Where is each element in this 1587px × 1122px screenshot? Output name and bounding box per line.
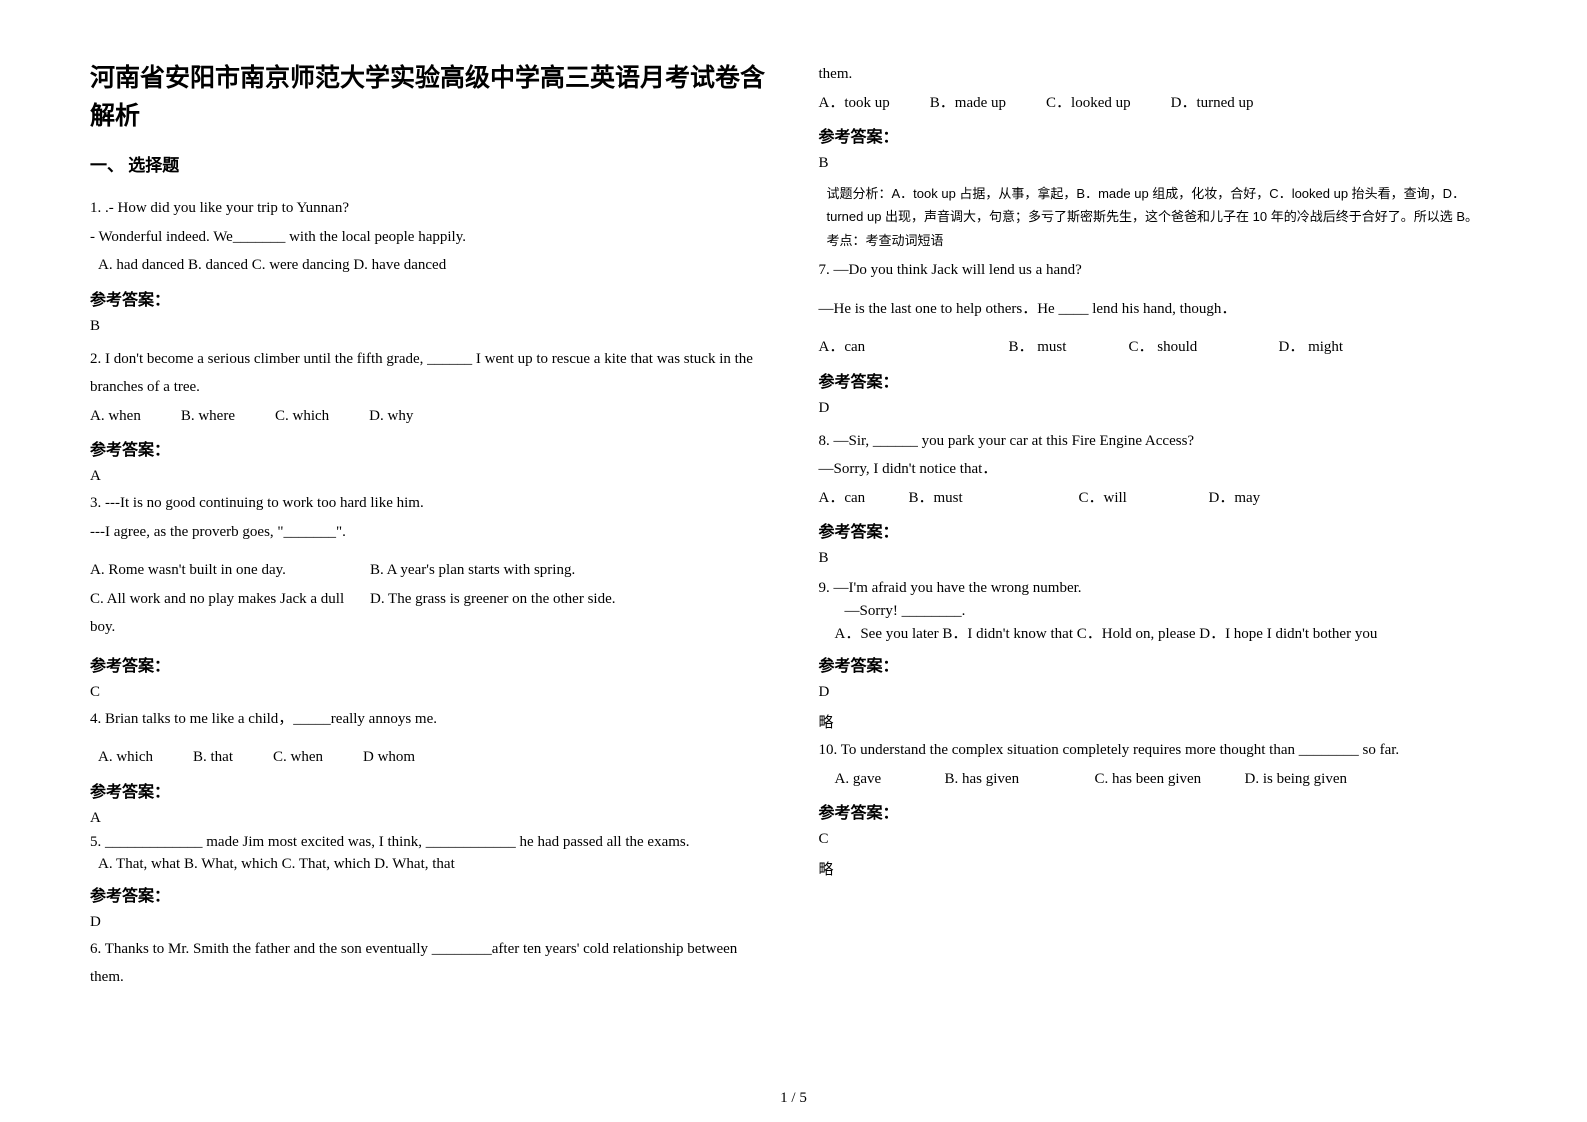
q9-stem-2: —Sorry! ________.	[819, 600, 1498, 623]
question-10: 10. To understand the complex situation …	[819, 736, 1498, 793]
left-column: 河南省安阳市南京师范大学实验高级中学高三英语月考试卷含解析 一、 选择题 1. …	[90, 60, 769, 1020]
answer-label: 参考答案：	[819, 123, 1498, 147]
q2-answer: A	[90, 468, 769, 485]
q10-answer: C	[819, 831, 1498, 848]
q7-stem-1: 7. —Do you think Jack will lend us a han…	[819, 256, 1498, 285]
answer-label: 参考答案：	[90, 286, 769, 310]
q6-stem-1: 6. Thanks to Mr. Smith the father and th…	[90, 935, 769, 992]
question-7: 7. —Do you think Jack will lend us a han…	[819, 256, 1498, 362]
q7-opt-b: B． must	[1009, 333, 1129, 362]
q1-answer: B	[90, 318, 769, 335]
document-title: 河南省安阳市南京师范大学实验高级中学高三英语月考试卷含解析	[90, 60, 769, 135]
answer-label: 参考答案：	[819, 799, 1498, 823]
answer-label: 参考答案：	[819, 652, 1498, 676]
q7-opt-c: C． should	[1129, 333, 1279, 362]
q6-options: A．took up B．made up C．looked up D．turned…	[819, 89, 1498, 118]
q3-stem-2: ---I agree, as the proverb goes, "______…	[90, 518, 769, 547]
question-2: 2. I don't become a serious climber unti…	[90, 345, 769, 431]
q6-stem-cont: them.	[819, 60, 1498, 89]
q3-opts-row2: C. All work and no play makes Jack a dul…	[90, 585, 769, 642]
q6-opt-c: C．looked up	[1046, 89, 1131, 118]
q4-opt-a: A. which	[98, 743, 153, 772]
q2-options: A. when B. where C. which D. why	[90, 402, 769, 431]
question-1: 1. .- How did you like your trip to Yunn…	[90, 194, 769, 280]
q9-note: 略	[819, 711, 1498, 732]
question-3: 3. ---It is no good continuing to work t…	[90, 489, 769, 642]
q10-opt-b: B. has given	[945, 765, 1095, 794]
q8-answer: B	[819, 550, 1498, 567]
q10-opt-a: A. gave	[835, 765, 945, 794]
q4-opt-b: B. that	[193, 743, 233, 772]
question-4: 4. Brian talks to me like a child，_____r…	[90, 705, 769, 772]
question-5: 5. _____________ made Jim most excited w…	[90, 831, 769, 876]
answer-label: 参考答案：	[90, 882, 769, 906]
q9-answer: D	[819, 684, 1498, 701]
q3-opts-row1: A. Rome wasn't built in one day. B. A ye…	[90, 556, 769, 585]
q3-opt-a: A. Rome wasn't built in one day.	[90, 556, 370, 585]
q8-stem-2: —Sorry, I didn't notice that．	[819, 455, 1498, 484]
answer-label: 参考答案：	[819, 368, 1498, 392]
q6-answer: B	[819, 155, 1498, 172]
q6-explanation-2: 考点：考查动词短语	[819, 229, 1498, 252]
q6-explanation-1: 试题分析：A．took up 占据，从事，拿起，B．made up 组成，化妆，…	[819, 182, 1498, 229]
q7-options: A．can B． must C． should D． might	[819, 333, 1498, 362]
q9-options: A．See you later B．I didn't know that C．H…	[819, 622, 1498, 646]
q2-opt-a: A. when	[90, 402, 141, 431]
q7-stem-2: —He is the last one to help others．He __…	[819, 295, 1498, 324]
q9-stem-1: 9. —I'm afraid you have the wrong number…	[819, 577, 1498, 600]
q8-stem-1: 8. —Sir, ______ you park your car at thi…	[819, 427, 1498, 456]
question-8: 8. —Sir, ______ you park your car at thi…	[819, 427, 1498, 513]
q8-opt-d: D．may	[1209, 484, 1261, 513]
answer-label: 参考答案：	[90, 778, 769, 802]
q4-opt-c: C. when	[273, 743, 323, 772]
answer-label: 参考答案：	[90, 652, 769, 676]
page-number: 1 / 5	[780, 1090, 807, 1107]
question-9: 9. —I'm afraid you have the wrong number…	[819, 577, 1498, 646]
q2-opt-c: C. which	[275, 402, 329, 431]
q5-answer: D	[90, 914, 769, 931]
q2-opt-b: B. where	[181, 402, 235, 431]
q8-opt-c: C．will	[1079, 484, 1209, 513]
q3-opt-d: D. The grass is greener on the other sid…	[370, 585, 616, 642]
page-container: 河南省安阳市南京师范大学实验高级中学高三英语月考试卷含解析 一、 选择题 1. …	[90, 60, 1497, 1020]
q8-options: A．can B．must C．will D．may	[819, 484, 1498, 513]
q4-opt-d: D whom	[363, 743, 415, 772]
answer-label: 参考答案：	[819, 518, 1498, 542]
q6-opt-d: D．turned up	[1171, 89, 1254, 118]
right-column: them. A．took up B．made up C．looked up D．…	[819, 60, 1498, 1020]
q4-options: A. which B. that C. when D whom	[90, 743, 769, 772]
q6-opt-a: A．took up	[819, 89, 890, 118]
q8-opt-a: A．can	[819, 484, 909, 513]
q3-answer: C	[90, 684, 769, 701]
q3-stem-1: 3. ---It is no good continuing to work t…	[90, 489, 769, 518]
q2-stem: 2. I don't become a serious climber unti…	[90, 345, 769, 402]
q3-opt-c: C. All work and no play makes Jack a dul…	[90, 585, 370, 642]
q1-stem-2: - Wonderful indeed. We_______ with the l…	[90, 223, 769, 252]
q5-options: A. That, what B. What, which C. That, wh…	[90, 853, 769, 876]
q7-opt-d: D． might	[1279, 333, 1344, 362]
q10-opt-d: D. is being given	[1245, 765, 1348, 794]
q1-options: A. had danced B. danced C. were dancing …	[90, 251, 769, 280]
q10-note: 略	[819, 858, 1498, 879]
answer-label: 参考答案：	[90, 436, 769, 460]
q6-opt-b: B．made up	[930, 89, 1006, 118]
q3-opt-b: B. A year's plan starts with spring.	[370, 556, 575, 585]
section-header: 一、 选择题	[90, 151, 769, 176]
q7-answer: D	[819, 400, 1498, 417]
q10-opt-c: C. has been given	[1095, 765, 1245, 794]
q8-opt-b: B．must	[909, 484, 1079, 513]
q10-stem: 10. To understand the complex situation …	[819, 736, 1498, 765]
q2-opt-d: D. why	[369, 402, 413, 431]
q1-stem-1: 1. .- How did you like your trip to Yunn…	[90, 194, 769, 223]
q4-answer: A	[90, 810, 769, 827]
q10-options: A. gave B. has given C. has been given D…	[819, 765, 1498, 794]
q5-stem: 5. _____________ made Jim most excited w…	[90, 831, 769, 854]
q7-opt-a: A．can	[819, 333, 1009, 362]
question-6-cont: them. A．took up B．made up C．looked up D．…	[819, 60, 1498, 117]
q4-stem: 4. Brian talks to me like a child，_____r…	[90, 705, 769, 734]
